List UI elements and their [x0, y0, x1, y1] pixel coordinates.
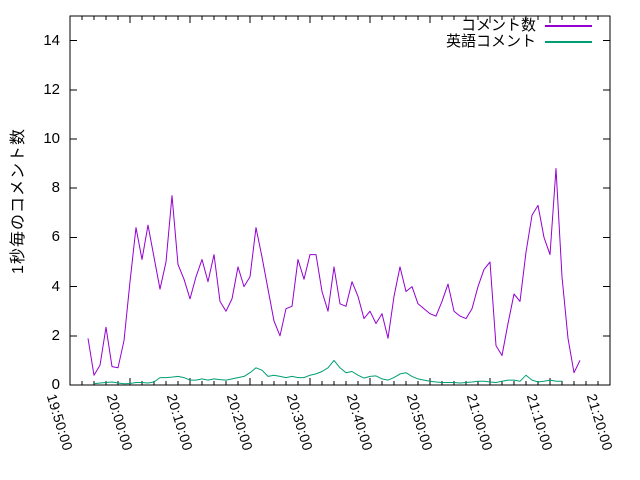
legend: コメント数 英語コメント: [446, 18, 592, 50]
y-tick-label: 2: [51, 326, 60, 344]
legend-label-english-comments: 英語コメント: [445, 33, 536, 50]
y-tick-label: 6: [51, 228, 60, 246]
y-axis-title: 1秒毎のコメント数: [10, 128, 27, 274]
y-tick-label: 10: [43, 130, 60, 147]
series-line-1: [93, 359, 562, 385]
legend-item-english-comments: 英語コメント: [446, 34, 592, 50]
y-tick-label: 8: [51, 179, 60, 197]
legend-line-sample-english-comments: [545, 41, 592, 43]
legend-label-comments: コメント数: [460, 17, 536, 34]
plot-border: [69, 15, 611, 386]
legend-line-sample-comments: [545, 25, 592, 27]
legend-item-comments: コメント数: [446, 18, 592, 34]
series-line-0: [87, 168, 581, 376]
y-tick-label: 14: [43, 31, 60, 49]
y-tick-label: 12: [43, 80, 60, 98]
y-tick-label: 4: [51, 277, 60, 295]
y-tick-label: 0: [51, 376, 60, 393]
